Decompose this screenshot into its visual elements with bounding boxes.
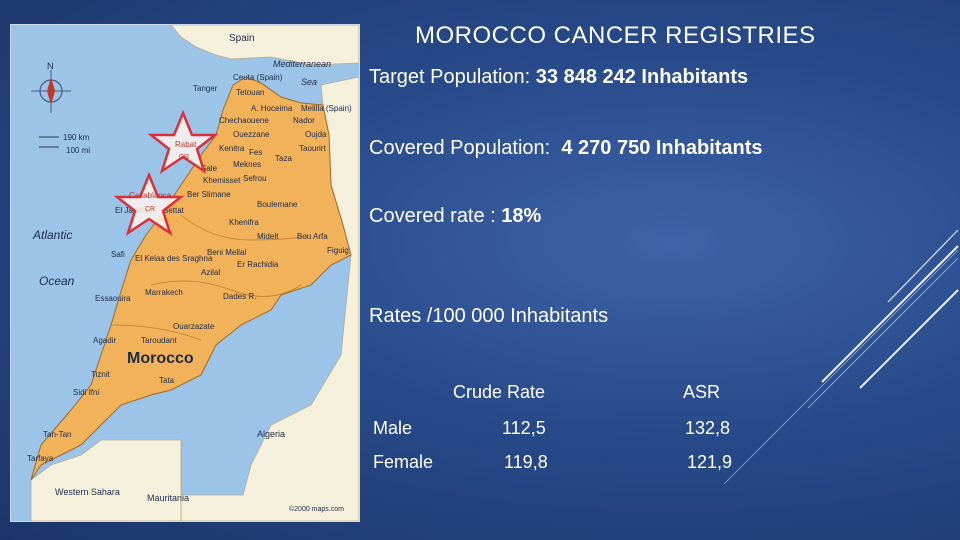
covered-value: 4 270 750 Inhabitants <box>561 137 763 159</box>
male-crude-rate: 112,5 <box>502 418 546 438</box>
svg-text:Khenifra: Khenifra <box>229 218 259 227</box>
male-asr: 132,8 <box>685 418 731 438</box>
rate-label: Covered rate : <box>369 205 502 227</box>
svg-text:Taourirt: Taourirt <box>299 144 326 153</box>
spain-land <box>170 25 359 66</box>
svg-text:Dades R.: Dades R. <box>223 292 256 301</box>
svg-text:Atlantic: Atlantic <box>32 228 72 242</box>
svg-text:Safi: Safi <box>111 250 125 259</box>
svg-text:Melilla (Spain): Melilla (Spain) <box>301 104 352 113</box>
svg-text:El Jadida: El Jadida <box>115 206 148 215</box>
svg-text:Sale: Sale <box>201 164 218 173</box>
svg-text:Taza: Taza <box>275 154 292 163</box>
covered-population: Covered Population: 4 270 750 Inhabitant… <box>369 137 763 160</box>
target-population: Target Population: 33 848 242 Inhabitant… <box>369 66 748 89</box>
svg-text:Bou Arfa: Bou Arfa <box>297 232 328 241</box>
svg-text:190 km: 190 km <box>63 133 90 142</box>
slide-title: MOROCCO CANCER REGISTRIES <box>415 22 816 49</box>
svg-text:©2000 maps.com: ©2000 maps.com <box>289 505 344 513</box>
svg-text:Sea: Sea <box>301 77 317 87</box>
svg-text:Fes: Fes <box>249 148 262 157</box>
svg-text:Tetouan: Tetouan <box>236 88 264 97</box>
svg-text:Ber Slimane: Ber Slimane <box>187 190 231 199</box>
casablanca-star-icon: Casablanca CR <box>113 171 185 237</box>
svg-text:Azilal: Azilal <box>201 268 220 277</box>
svg-text:El Kelaa des Sraghna: El Kelaa des Sraghna <box>135 254 213 263</box>
svg-text:Oujda: Oujda <box>305 130 327 139</box>
svg-text:Agadir: Agadir <box>93 336 116 345</box>
target-value: 33 848 242 Inhabitants <box>535 66 749 88</box>
row-label-female: Female <box>373 452 434 472</box>
svg-text:Ocean: Ocean <box>39 274 75 288</box>
svg-text:Algeria: Algeria <box>257 429 285 439</box>
asr-header: ASR <box>683 382 721 402</box>
svg-text:Marrakech: Marrakech <box>145 288 183 297</box>
svg-text:Spain: Spain <box>229 33 255 44</box>
svg-text:Nador: Nador <box>293 116 315 125</box>
female-asr: 121,9 <box>687 452 733 472</box>
svg-text:N: N <box>47 61 54 71</box>
svg-text:Boulemane: Boulemane <box>257 200 298 209</box>
covered-label: Covered Population: <box>369 137 562 159</box>
svg-text:Western Sahara: Western Sahara <box>55 487 120 497</box>
svg-text:Casablanca: Casablanca <box>129 191 172 200</box>
svg-text:Tata: Tata <box>159 376 175 385</box>
rate-value: 18% <box>501 205 542 227</box>
row-label-male: Male <box>373 418 413 438</box>
svg-text:CR: CR <box>145 206 155 213</box>
target-label: Target Population: <box>369 66 536 88</box>
svg-text:Figuig: Figuig <box>327 246 349 255</box>
crude-rate-header: Crude Rate <box>453 382 546 402</box>
svg-text:Tan-Tan: Tan-Tan <box>43 430 71 439</box>
svg-text:Taroudant: Taroudant <box>141 336 177 345</box>
svg-text:Er Rachidia: Er Rachidia <box>237 260 279 269</box>
svg-text:Sefrou: Sefrou <box>243 174 267 183</box>
map-graphic: N 190 km 100 mi Spain Mediterranean Sea … <box>11 25 359 521</box>
sahara-land <box>30 439 182 521</box>
female-crude-rate: 119,8 <box>504 452 548 472</box>
svg-text:Rabat: Rabat <box>175 140 197 149</box>
morocco-map: N 190 km 100 mi Spain Mediterranean Sea … <box>10 24 360 522</box>
svg-text:A. Hoceima: A. Hoceima <box>251 104 293 113</box>
svg-text:Khemisset: Khemisset <box>203 176 241 185</box>
svg-text:Beni Mellal: Beni Mellal <box>207 248 246 257</box>
svg-text:Midelt: Midelt <box>257 232 279 241</box>
svg-text:Meknes: Meknes <box>233 160 261 169</box>
svg-text:Tarfaya: Tarfaya <box>27 454 54 463</box>
svg-text:Tiznit: Tiznit <box>91 370 111 379</box>
svg-text:100 mi: 100 mi <box>66 146 90 155</box>
morocco-land <box>30 76 352 481</box>
svg-text:Tanger: Tanger <box>193 84 218 93</box>
covered-rate: Covered rate : 18% <box>369 205 541 228</box>
country-label: Morocco <box>127 350 194 367</box>
rates-note: Rates /100 000 Inhabitants <box>369 305 609 327</box>
svg-text:Sidi Ifni: Sidi Ifni <box>73 388 99 397</box>
svg-text:Ceuta (Spain): Ceuta (Spain) <box>233 73 283 82</box>
svg-text:CR: CR <box>179 154 189 161</box>
svg-text:Ouezzane: Ouezzane <box>233 130 270 139</box>
svg-text:Ouarzazate: Ouarzazate <box>173 322 215 331</box>
svg-text:Settat: Settat <box>163 206 185 215</box>
svg-text:Mauritania: Mauritania <box>147 493 189 503</box>
svg-text:Mediterranean: Mediterranean <box>273 59 331 69</box>
svg-text:Kenitra: Kenitra <box>219 144 245 153</box>
rabat-star-icon: Rabat CR <box>147 109 219 175</box>
svg-text:Essaouira: Essaouira <box>95 294 131 303</box>
svg-text:Chechaouene: Chechaouene <box>219 116 269 125</box>
